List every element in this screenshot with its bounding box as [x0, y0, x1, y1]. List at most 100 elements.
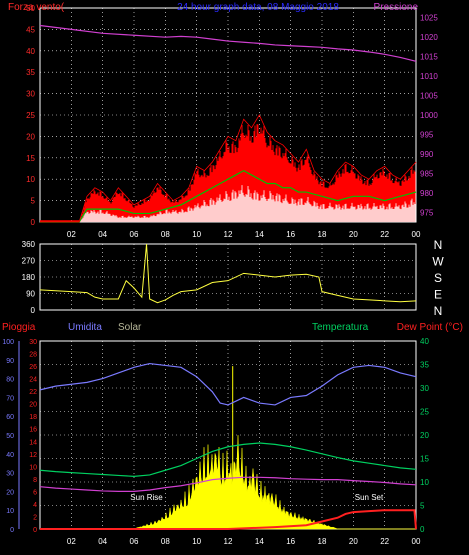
sunrise-annotation: Sun Rise — [130, 493, 163, 502]
climate-legend-label: Dew Point (°C) — [397, 322, 463, 333]
pressure-tick-label: 1020 — [420, 33, 438, 42]
climate-x-tick-label: 12 — [224, 537, 233, 546]
climate-x-tick-label: 14 — [255, 537, 264, 546]
climate-legend-label: Pioggia — [2, 322, 36, 333]
rain-tick-label: 0 — [10, 527, 14, 534]
rain-tick-label: 80 — [6, 377, 14, 384]
pressure-tick-label: 990 — [420, 150, 434, 159]
humidity-tick-label: 22 — [29, 389, 37, 396]
wind-speed-tick-label: 30 — [26, 90, 35, 99]
compass-label: W — [432, 255, 444, 269]
wind-speed-tick-label: 25 — [26, 111, 35, 120]
humidity-tick-label: 0 — [33, 527, 37, 534]
wind-x-tick-label: 04 — [98, 230, 107, 239]
humidity-tick-label: 12 — [29, 452, 37, 459]
humidity-tick-label: 8 — [33, 477, 37, 484]
humidity-tick-label: 10 — [29, 464, 37, 471]
rain-tick-label: 20 — [6, 489, 14, 496]
climate-x-tick-label: 10 — [192, 537, 201, 546]
gust-line — [40, 114, 417, 223]
compass-label: E — [434, 288, 442, 302]
humidity-tick-label: 2 — [33, 514, 37, 521]
wind-x-tick-label: 14 — [255, 230, 264, 239]
wind-x-tick-label: 20 — [349, 230, 358, 239]
temperature-tick-label: 5 — [420, 502, 425, 511]
rain-tick-label: 10 — [6, 508, 14, 515]
pressure-line — [39, 24, 417, 62]
wind-x-tick-label: 08 — [161, 230, 170, 239]
rain-tick-label: 50 — [6, 433, 14, 440]
temperature-tick-label: 0 — [420, 525, 425, 534]
pressure-tick-label: 980 — [420, 189, 434, 198]
temperature-tick-label: 15 — [420, 455, 429, 464]
climate-legend-label: Temperatura — [312, 322, 369, 333]
rain-line — [40, 509, 417, 530]
temperature-tick-label: 40 — [420, 337, 429, 346]
rain-tick-label: 60 — [6, 414, 14, 421]
pressure-tick-label: 975 — [420, 208, 434, 217]
wind-axis-title: Forza vento( — [8, 2, 65, 13]
pressure-tick-label: 1025 — [420, 14, 438, 23]
pressure-tick-label: 995 — [420, 130, 434, 139]
humidity-tick-label: 6 — [33, 489, 37, 496]
climate-x-tick-label: 20 — [349, 537, 358, 546]
pressure-tick-label: 1015 — [420, 53, 438, 62]
humidity-tick-label: 28 — [29, 352, 37, 359]
humidity-line — [39, 362, 417, 406]
wind-speed-tick-label: 5 — [31, 197, 36, 206]
wind-speed-tick-label: 35 — [26, 68, 35, 77]
wind-speed-tick-label: 10 — [26, 175, 35, 184]
rain-tick-label: 70 — [6, 395, 14, 402]
pressure-tick-label: 1000 — [420, 111, 438, 120]
wind-speed-tick-label: 15 — [26, 154, 35, 163]
wind-x-tick-label: 16 — [286, 230, 295, 239]
pressure-tick-label: 985 — [420, 169, 434, 178]
temperature-tick-label: 10 — [420, 478, 429, 487]
climate-x-tick-label: 16 — [286, 537, 295, 546]
wind-x-tick-label: 02 — [67, 230, 76, 239]
average-wind-line — [40, 169, 417, 223]
direction-tick-label: 270 — [22, 257, 36, 266]
chart-title: 24 hour graph data, 08 Maggio 2018 — [177, 2, 339, 13]
pressure-tick-label: 1005 — [420, 92, 438, 101]
wind-speed-tick-label: 20 — [26, 132, 35, 141]
rain-tick-label: 40 — [6, 452, 14, 459]
wind-speed-tick-label: 0 — [31, 218, 36, 227]
wind-direction-line — [39, 243, 417, 304]
direction-tick-label: 360 — [22, 240, 36, 249]
temperature-tick-label: 30 — [420, 384, 429, 393]
climate-legend-label: Solar — [118, 322, 142, 333]
humidity-tick-label: 14 — [29, 439, 37, 446]
humidity-tick-label: 20 — [29, 402, 37, 409]
climate-x-tick-label: 08 — [161, 537, 170, 546]
temperature-tick-label: 25 — [420, 408, 429, 417]
wind-x-tick-label: 00 — [412, 230, 421, 239]
climate-legend-label: Umidita — [68, 322, 102, 333]
climate-x-tick-label: 18 — [318, 537, 327, 546]
compass-label: N — [434, 238, 443, 252]
temperature-tick-label: 20 — [420, 431, 429, 440]
compass-label: N — [434, 304, 443, 318]
wind-speed-tick-label: 45 — [26, 25, 35, 34]
compass-label: S — [434, 271, 442, 285]
humidity-tick-label: 18 — [29, 414, 37, 421]
wind-speed-tick-label: 40 — [26, 47, 35, 56]
climate-x-tick-label: 02 — [67, 537, 76, 546]
pressure-tick-label: 1010 — [420, 72, 438, 81]
dewpoint-line — [39, 476, 417, 492]
humidity-tick-label: 16 — [29, 427, 37, 434]
temperature-line — [39, 442, 417, 477]
wind-x-tick-label: 06 — [130, 230, 139, 239]
rain-tick-label: 100 — [2, 339, 14, 346]
rain-tick-label: 90 — [6, 358, 14, 365]
wind-x-tick-label: 18 — [318, 230, 327, 239]
humidity-tick-label: 24 — [29, 377, 37, 384]
wind-speed-tick-label: 50 — [26, 4, 35, 13]
wind-x-tick-label: 22 — [380, 230, 389, 239]
direction-tick-label: 0 — [31, 306, 36, 315]
temperature-tick-label: 35 — [420, 361, 429, 370]
direction-tick-label: 180 — [22, 273, 36, 282]
wind-x-tick-label: 12 — [224, 230, 233, 239]
climate-x-tick-label: 04 — [98, 537, 107, 546]
direction-tick-label: 90 — [26, 290, 35, 299]
